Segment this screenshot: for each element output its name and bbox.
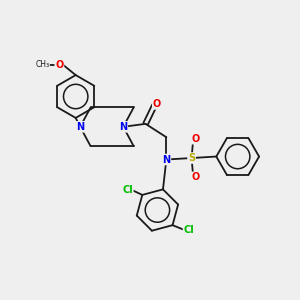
Text: N: N xyxy=(76,122,84,132)
Text: CH₃: CH₃ xyxy=(35,60,50,69)
Text: O: O xyxy=(191,172,200,182)
Text: O: O xyxy=(55,60,64,70)
Text: O: O xyxy=(153,99,161,109)
Text: N: N xyxy=(162,154,170,164)
Text: S: S xyxy=(188,153,195,163)
Text: Cl: Cl xyxy=(122,185,133,195)
Text: O: O xyxy=(191,134,200,144)
Text: Cl: Cl xyxy=(184,225,194,235)
Text: N: N xyxy=(119,122,127,132)
